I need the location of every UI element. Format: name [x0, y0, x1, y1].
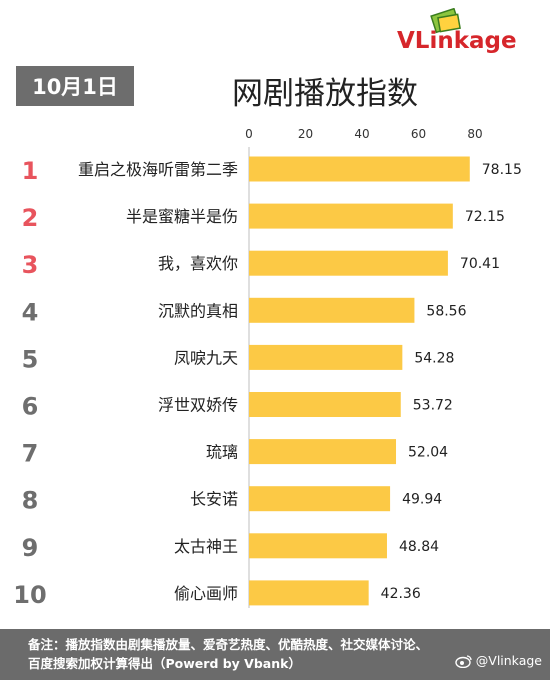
rank-number: 5 [22, 345, 39, 373]
rank-number: 1 [22, 157, 39, 185]
category-label: 半是蜜糖半是伤 [126, 207, 238, 226]
value-label: 52.04 [408, 445, 448, 461]
value-label: 49.94 [402, 492, 442, 508]
value-label: 70.41 [460, 256, 500, 272]
rank-number: 9 [22, 534, 39, 562]
x-tick-label: 20 [298, 127, 313, 141]
weibo-icon [455, 654, 472, 668]
rank-number: 4 [22, 298, 39, 326]
bar [249, 392, 401, 417]
value-label: 42.36 [381, 586, 421, 602]
category-label: 沉默的真相 [158, 301, 238, 320]
footer-note-line-2: 百度搜索加权计算得出（Powerd by Vbank） [28, 656, 301, 671]
value-label: 58.56 [426, 303, 466, 319]
chart-title: 网剧播放指数 [232, 76, 418, 112]
bar [249, 297, 415, 323]
bar [249, 156, 470, 182]
rank-number: 7 [22, 440, 39, 468]
vlinkage-logo: VLinkage [397, 8, 532, 58]
bar [249, 250, 448, 276]
category-label: 凤唳九天 [174, 348, 238, 367]
rank-number: 8 [22, 487, 39, 515]
value-label: 54.28 [414, 350, 454, 366]
weibo-handle: @Vlinkage [475, 653, 542, 668]
footer-note-line-1: 备注：播放指数由剧集播放量、爱奇艺热度、优酷热度、社交媒体讨论、 [28, 637, 429, 652]
footer: 备注：播放指数由剧集播放量、爱奇艺热度、优酷热度、社交媒体讨论、 百度搜索加权计… [0, 629, 550, 680]
rank-number: 2 [22, 204, 39, 232]
category-label: 我，喜欢你 [158, 254, 238, 273]
logo-emblem-icon [430, 8, 461, 34]
bar [249, 439, 397, 465]
x-tick-label: 80 [467, 127, 482, 141]
rank-number: 3 [22, 251, 39, 279]
value-label: 72.15 [465, 209, 505, 225]
rank-number: 6 [22, 393, 39, 421]
value-label: 48.84 [399, 539, 439, 555]
x-tick-label: 60 [411, 127, 426, 141]
rank-number: 10 [13, 581, 46, 609]
date-badge: 10月1日 [16, 66, 134, 106]
bar [249, 580, 369, 606]
bar-chart: 0 20 40 60 80 1 重启之极海听雷第二季 78.15 2 半是蜜糖半是伤 72.15 3 我… [13, 127, 522, 609]
bar [249, 533, 387, 559]
bar [249, 344, 403, 370]
weibo-credit[interactable]: @Vlinkage [455, 653, 542, 668]
category-label: 偷心画师 [174, 584, 238, 603]
bar [249, 203, 453, 229]
category-label: 重启之极海听雷第二季 [78, 160, 238, 179]
x-tick-label: 0 [245, 127, 253, 141]
footer-note: 备注：播放指数由剧集播放量、爱奇艺热度、优酷热度、社交媒体讨论、 百度搜索加权计… [28, 635, 498, 673]
category-label: 长安诺 [190, 490, 238, 509]
logo-text: VLinkage [397, 28, 517, 54]
bar [249, 486, 391, 512]
value-label: 78.15 [482, 162, 522, 178]
value-label: 53.72 [413, 398, 453, 414]
category-label: 浮世双娇传 [158, 396, 238, 415]
category-label: 太古神王 [174, 537, 238, 556]
x-tick-label: 40 [354, 127, 369, 141]
category-label: 琉璃 [206, 443, 238, 462]
